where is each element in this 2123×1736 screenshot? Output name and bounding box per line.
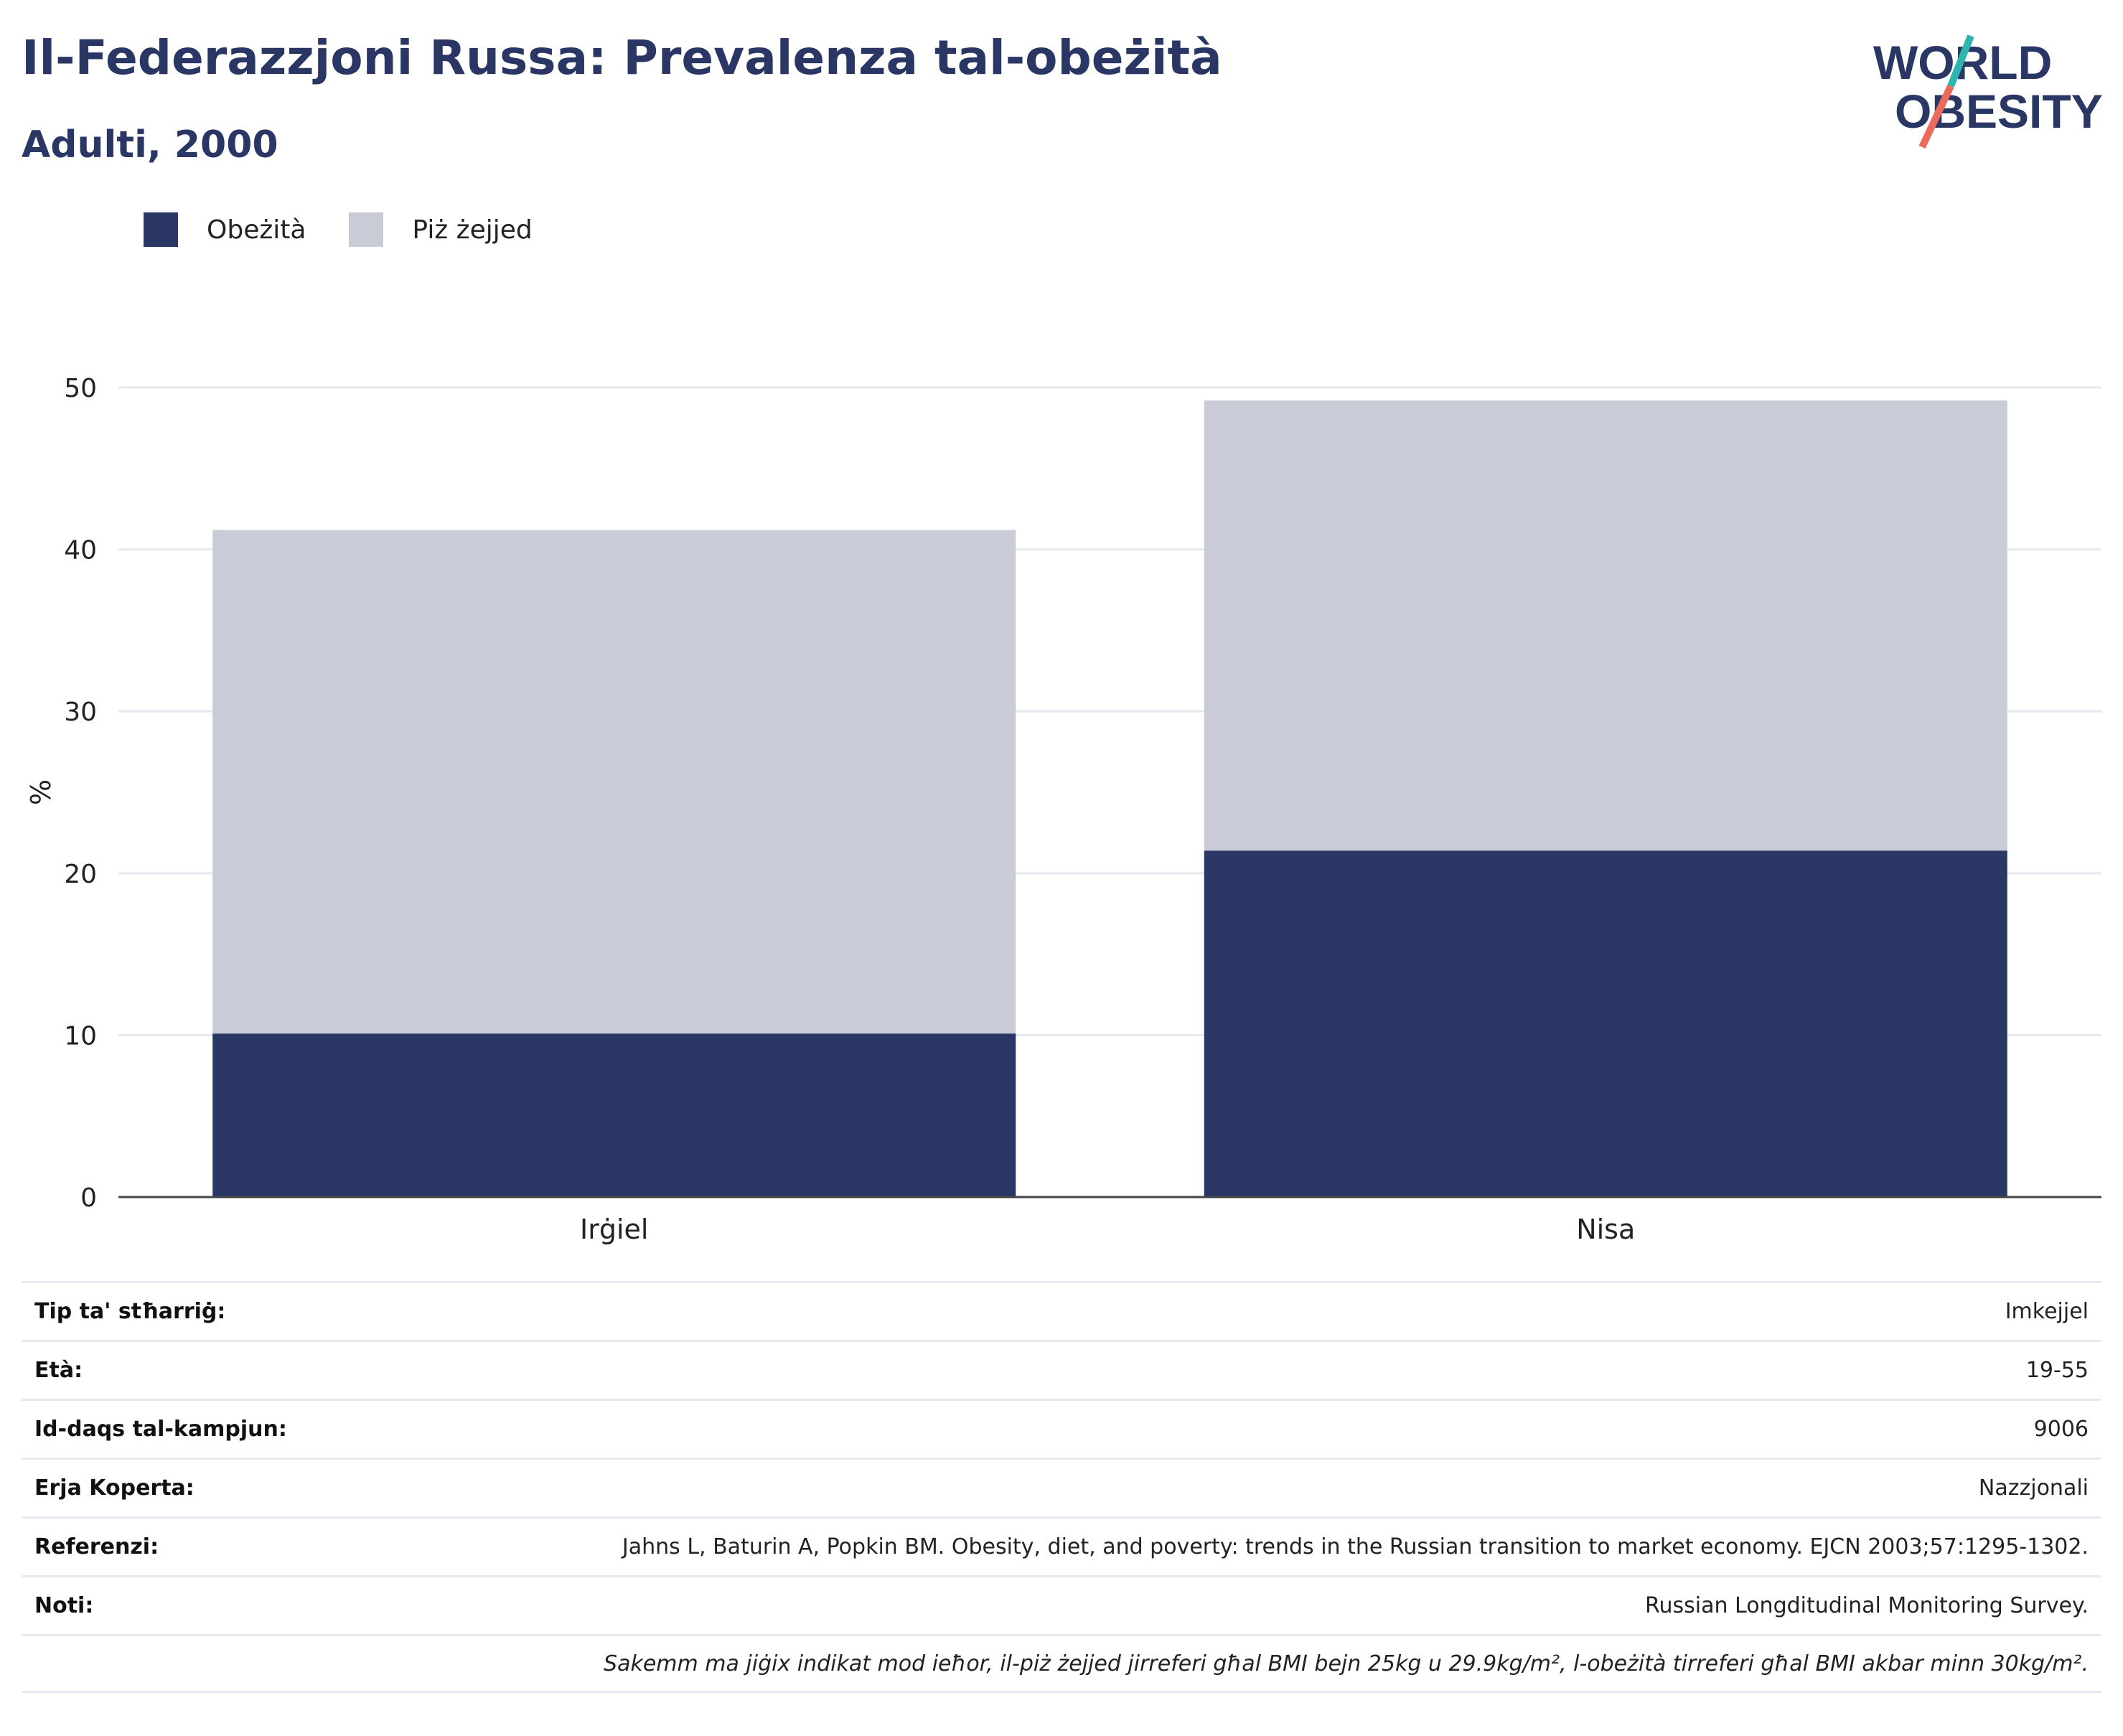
legend-swatch-obesity	[144, 212, 178, 247]
meta-row-survey-type: Tip ta' stħarriġ: Imkejjel	[22, 1281, 2101, 1340]
x-tick-label: Nisa	[1576, 1214, 1635, 1245]
meta-row-references: Referenzi: Jahns L, Baturin A, Popkin BM…	[22, 1516, 2101, 1575]
meta-row-area-covered: Erja Koperta: Nazzjonali	[22, 1458, 2101, 1516]
y-tick-label: 20	[64, 860, 97, 889]
y-axis-label: %	[25, 779, 57, 805]
bar-obesity-0	[212, 1033, 1016, 1197]
y-tick-label: 40	[64, 536, 97, 566]
meta-label: Tip ta' stħarriġ:	[34, 1299, 226, 1324]
meta-value: Russian Longditudinal Monitoring Survey.	[1644, 1593, 2089, 1618]
legend-label-overweight: Piż żejjed	[412, 215, 533, 245]
legend-swatch-overweight	[349, 212, 384, 247]
stacked-bar-chart: 0 10 20 30 40 50% Irġiel Nisa	[25, 374, 2101, 1245]
meta-row-sample-size: Id-daqs tal-kampjun: 9006	[22, 1399, 2101, 1458]
legend-label-obesity: Obeżità	[207, 215, 306, 245]
legend-item-obesity[interactable]: Obeżità	[144, 212, 306, 247]
meta-value: Sakemm ma jiġix indikat mod ieħor, il-pi…	[604, 1651, 2089, 1676]
world-obesity-logo: WORLD OBESITY	[1873, 34, 2103, 149]
meta-row-notes: Noti: Russian Longditudinal Monitoring S…	[22, 1575, 2101, 1634]
y-tick-label: 10	[64, 1021, 97, 1051]
y-tick-label: 30	[64, 698, 97, 727]
legend: Obeżità Piż żejjed	[144, 212, 576, 247]
logo-slash-teal	[1947, 34, 1974, 88]
y-tick-label: 0	[80, 1183, 97, 1213]
meta-value: Jahns L, Baturin A, Popkin BM. Obesity, …	[622, 1534, 2089, 1559]
bar-overweight-1	[1204, 400, 2007, 851]
meta-label: Id-daqs tal-kampjun:	[34, 1417, 287, 1442]
meta-value: Nazzjonali	[1978, 1475, 2089, 1501]
page-subtitle: Adulti, 2000	[22, 123, 278, 166]
y-tick-label: 50	[64, 374, 97, 403]
meta-label: Età:	[34, 1358, 83, 1383]
meta-row-bmi-note: Sakemm ma jiġix indikat mod ieħor, il-pi…	[22, 1634, 2101, 1693]
legend-item-overweight[interactable]: Piż żejjed	[349, 212, 533, 247]
survey-metadata-table: Tip ta' stħarriġ: Imkejjel Età: 19-55 Id…	[22, 1281, 2101, 1693]
meta-label: Referenzi:	[34, 1534, 159, 1559]
logo-slash-coral	[1918, 84, 1954, 149]
meta-value: Imkejjel	[2005, 1299, 2089, 1324]
page-title: Il-Federazzjoni Russa: Prevalenza tal-ob…	[22, 30, 1222, 85]
bar-overweight-0	[212, 530, 1016, 1034]
meta-value: 9006	[2033, 1417, 2089, 1442]
meta-row-age: Età: 19-55	[22, 1340, 2101, 1399]
meta-label: Noti:	[34, 1593, 94, 1618]
bar-obesity-1	[1204, 850, 2007, 1197]
x-tick-label: Irġiel	[580, 1214, 648, 1245]
logo-line2: OBESITY	[1895, 85, 2103, 138]
meta-value: 19-55	[2025, 1358, 2089, 1383]
meta-label: Erja Koperta:	[34, 1475, 195, 1501]
